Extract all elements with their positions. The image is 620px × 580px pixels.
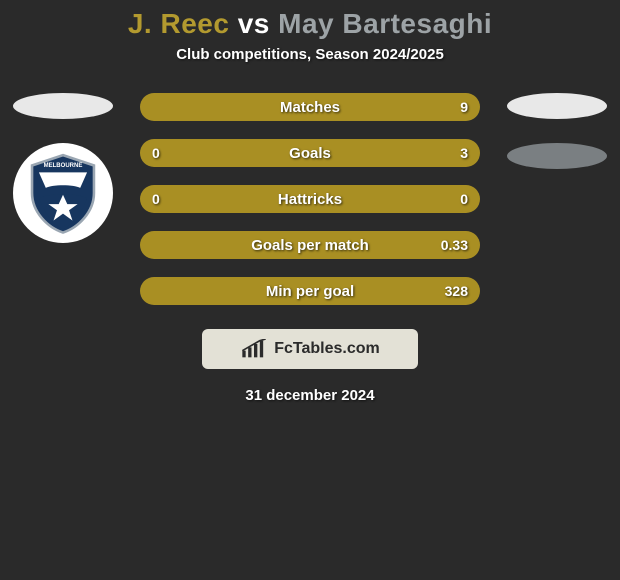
stat-left-value: 0 [152,191,160,207]
stat-label: Min per goal [266,283,354,300]
branding-text: FcTables.com [274,340,380,358]
branding-badge: FcTables.com [202,329,418,369]
shield-icon: MELBOURNE [20,150,106,236]
player1-column: MELBOURNE [8,93,118,243]
player2-name: May Bartesaghi [278,8,492,39]
svg-text:MELBOURNE: MELBOURNE [44,163,83,169]
stat-label: Hattricks [278,191,342,208]
vs-label: vs [238,8,270,39]
stat-right-value: 9 [460,99,468,115]
stat-row: Goals per match 0.33 [140,231,480,259]
player1-club-badge: MELBOURNE [13,143,113,243]
comparison-stage: MELBOURNE Matches 9 0 Goals 3 0 Hattricks 0 Goal… [0,93,620,305]
stat-rows: Matches 9 0 Goals 3 0 Hattricks 0 Goals per matc… [140,93,480,305]
stat-right-value: 0 [460,191,468,207]
player2-column [502,93,612,193]
stat-row: Min per goal 328 [140,277,480,305]
stat-row: Matches 9 [140,93,480,121]
bar-chart-icon [240,339,268,359]
comparison-title: J. Reec vs May Bartesaghi [0,0,620,40]
stat-label: Goals per match [251,237,369,254]
subtitle: Club competitions, Season 2024/2025 [0,46,620,63]
date-label: 31 december 2024 [0,387,620,404]
player2-club-oval [507,143,607,169]
stat-left-value: 0 [152,145,160,161]
player2-flag-oval [507,93,607,119]
stat-right-value: 3 [460,145,468,161]
stat-right-value: 328 [445,283,468,299]
stat-label: Goals [289,145,331,162]
stat-label: Matches [280,99,340,116]
player1-flag-oval [13,93,113,119]
stat-row: 0 Goals 3 [140,139,480,167]
player1-name: J. Reec [128,8,230,39]
stat-right-value: 0.33 [441,237,468,253]
stat-row: 0 Hattricks 0 [140,185,480,213]
